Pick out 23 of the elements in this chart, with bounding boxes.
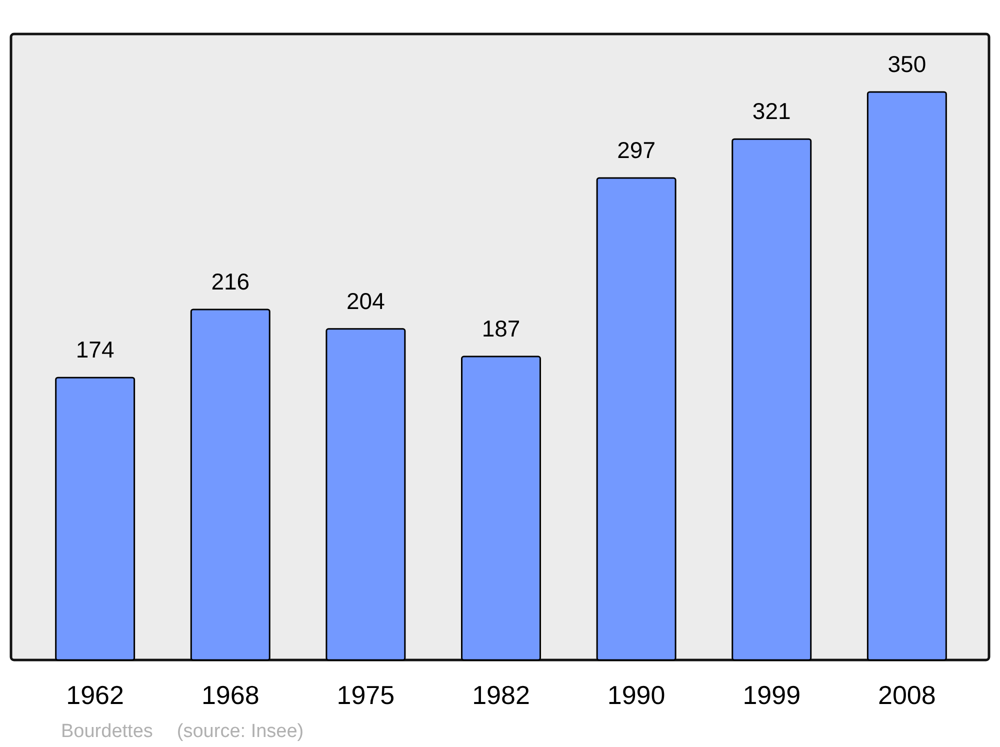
x-tick-label: 1968: [201, 680, 260, 710]
x-tick-label: 1990: [607, 680, 666, 710]
x-tick-label: 1975: [336, 680, 395, 710]
data-label: 174: [76, 336, 114, 363]
x-tick-label: 1999: [742, 680, 801, 710]
data-label: 187: [482, 316, 520, 342]
bar: [596, 177, 676, 661]
bar: [326, 328, 406, 661]
bar: [732, 138, 812, 661]
x-tick-label: 1962: [66, 680, 124, 710]
bar: [866, 91, 947, 661]
data-label: 350: [888, 51, 926, 77]
bar: [190, 308, 270, 661]
data-label: 216: [211, 268, 250, 294]
text: Bourdettes: [61, 721, 153, 742]
x-tick-label: 1982: [472, 680, 530, 710]
data-label: 321: [752, 98, 791, 124]
text: (source: Insee): [176, 721, 304, 742]
data-label: 204: [346, 288, 386, 314]
x-tick-label: 2008: [878, 680, 936, 710]
bar: [461, 356, 541, 661]
data-label: 297: [617, 137, 656, 164]
bar: [55, 376, 136, 661]
